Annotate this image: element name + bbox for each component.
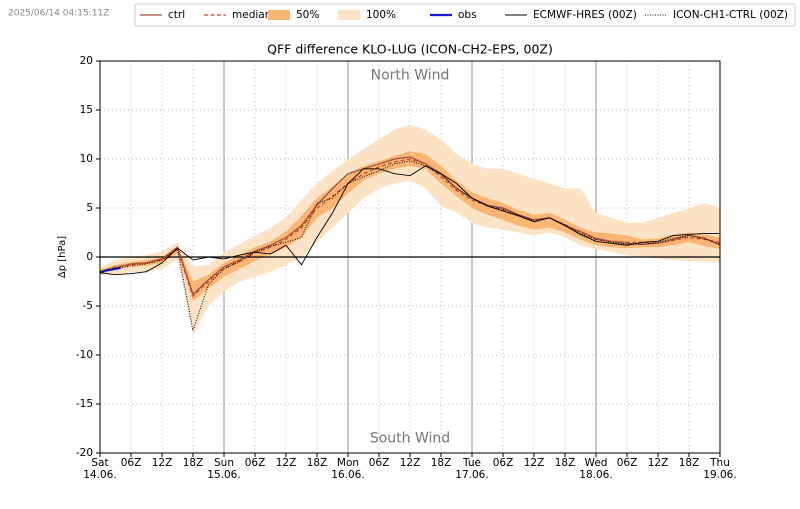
band bbox=[100, 124, 720, 336]
legend-label: obs bbox=[458, 9, 477, 21]
legend-label: median bbox=[232, 9, 271, 21]
x-tick-label: Sat 14.06. bbox=[83, 457, 117, 481]
x-tick-label: 18Z bbox=[182, 457, 204, 469]
y-tick-label: -5 bbox=[83, 300, 93, 312]
x-tick-label: 06Z bbox=[244, 457, 266, 469]
x-tick-label: Tue 17.06. bbox=[455, 457, 489, 481]
annotation: South Wind bbox=[370, 430, 450, 446]
x-tick-label: 12Z bbox=[647, 457, 669, 469]
x-tick-label: 06Z bbox=[368, 457, 390, 469]
x-tick-label: 18Z bbox=[554, 457, 576, 469]
legend-label: 100% bbox=[366, 9, 396, 21]
x-tick-label: 18Z bbox=[430, 457, 452, 469]
legend-swatch bbox=[338, 10, 360, 20]
y-tick-label: -10 bbox=[76, 349, 93, 361]
y-tick-label: 20 bbox=[80, 55, 93, 67]
y-tick-label: -20 bbox=[76, 447, 93, 459]
y-tick-label: 10 bbox=[80, 153, 93, 165]
x-tick-label: Mon 16.06. bbox=[331, 457, 365, 481]
y-axis-label: Δp [hPa] bbox=[57, 236, 68, 278]
legend-swatch bbox=[268, 10, 290, 20]
x-tick-label: Wed 18.06. bbox=[579, 457, 613, 481]
y-tick-label: 0 bbox=[86, 251, 93, 263]
line bbox=[99, 165, 720, 276]
legend-box bbox=[134, 3, 796, 27]
x-tick-label: Sun 15.06. bbox=[207, 457, 241, 481]
x-tick-label: 12Z bbox=[523, 457, 545, 469]
y-tick-label: -15 bbox=[76, 398, 93, 410]
annotation: North Wind bbox=[371, 68, 450, 84]
line bbox=[99, 158, 721, 298]
legend-label: ICON-CH1-CTRL (00Z) bbox=[673, 9, 788, 21]
x-tick-label: Thu 19.06. bbox=[703, 457, 737, 481]
legend-label: ECMWF-HRES (00Z) bbox=[533, 9, 637, 21]
x-tick-label: 18Z bbox=[678, 457, 700, 469]
legend-label: 50% bbox=[296, 9, 319, 21]
plot-layer bbox=[100, 124, 720, 336]
x-tick-label: 18Z bbox=[306, 457, 328, 469]
chart-title: QFF difference KLO-LUG (ICON-CH2-EPS, 00… bbox=[267, 42, 553, 57]
x-tick-label: 12Z bbox=[151, 457, 173, 469]
x-tick-label: 12Z bbox=[275, 457, 297, 469]
timestamp: 2025/06/14 04:15:11Z bbox=[8, 9, 109, 19]
x-tick-label: 06Z bbox=[120, 457, 142, 469]
legend-label: ctrl bbox=[168, 9, 185, 21]
x-tick-label: 06Z bbox=[616, 457, 638, 469]
y-tick-label: 15 bbox=[80, 104, 93, 116]
x-tick-label: 06Z bbox=[492, 457, 514, 469]
y-tick-label: 5 bbox=[86, 202, 93, 214]
x-tick-label: 12Z bbox=[399, 457, 421, 469]
